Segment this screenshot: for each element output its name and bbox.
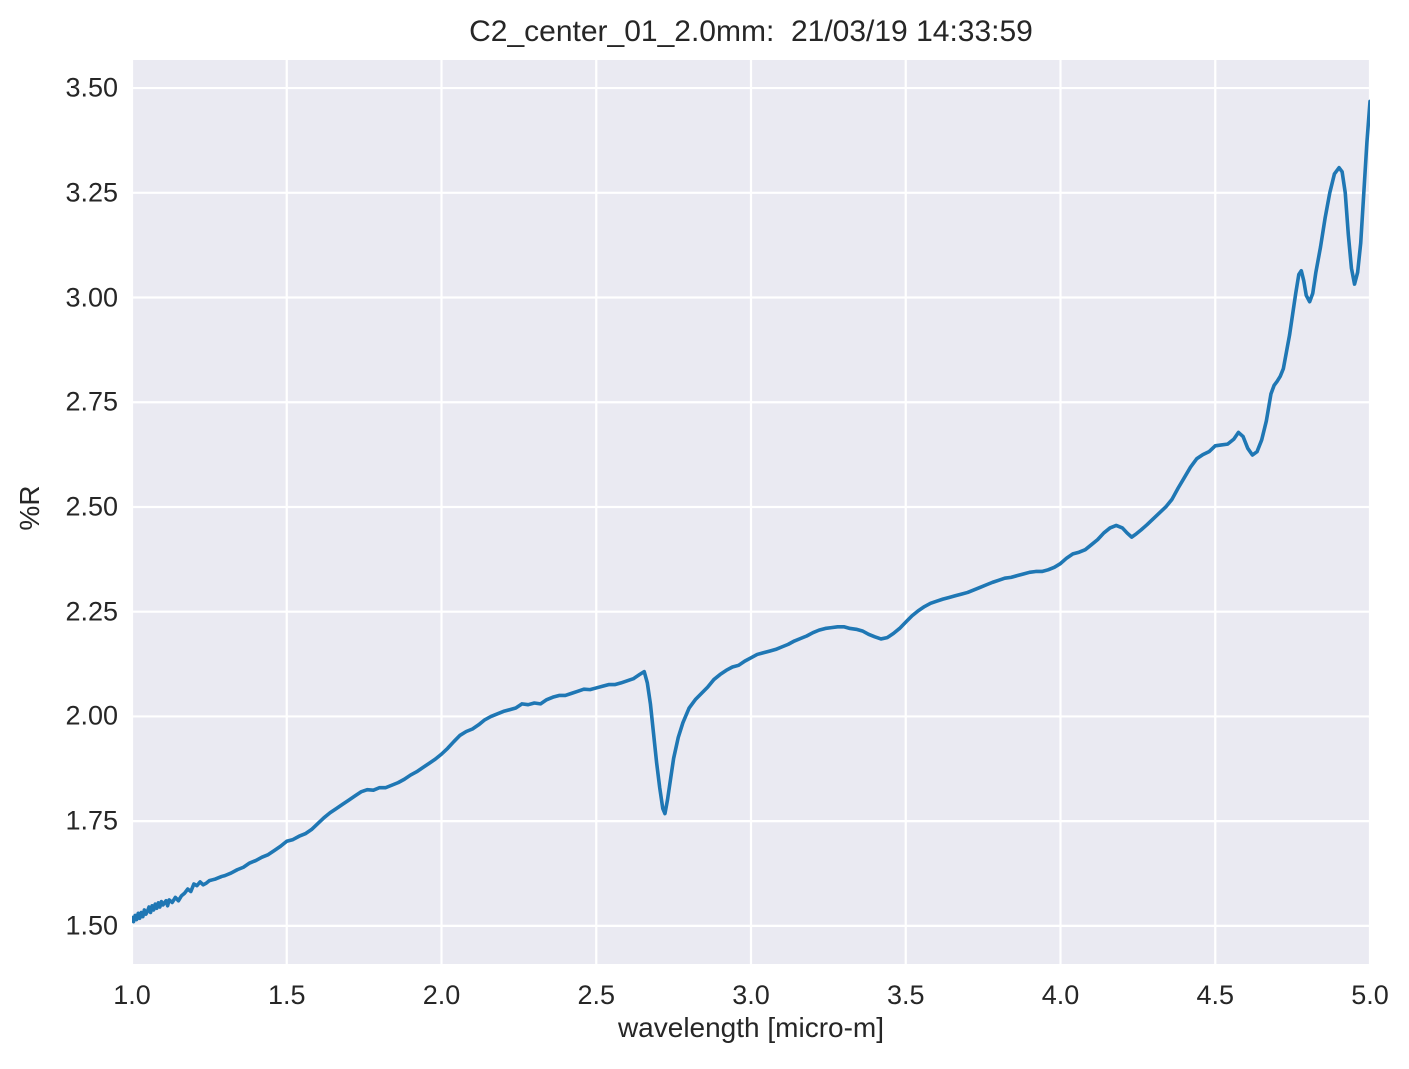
y-tick-label: 2.00 xyxy=(65,700,118,731)
chart-title: C2_center_01_2.0mm: 21/03/19 14:33:59 xyxy=(469,15,1033,48)
y-tick-label: 2.75 xyxy=(65,386,118,417)
y-axis-label: %R xyxy=(14,485,45,531)
y-tick-label: 2.50 xyxy=(65,491,118,522)
x-tick-label: 4.0 xyxy=(1041,980,1080,1010)
spectrum-line xyxy=(132,99,1370,924)
y-tick-label: 1.75 xyxy=(65,805,118,836)
x-tick-label: 2.5 xyxy=(577,980,616,1010)
x-tick-label: 1.0 xyxy=(113,980,151,1010)
x-tick-label: 3.5 xyxy=(886,980,925,1010)
x-tick-label: 5.0 xyxy=(1351,980,1389,1010)
x-tick-label: 2.0 xyxy=(422,980,461,1010)
x-axis-label: wavelength [micro-m] xyxy=(617,1012,885,1043)
x-tick-label: 1.5 xyxy=(267,980,306,1010)
y-tick-label: 2.25 xyxy=(65,596,118,627)
plot-area xyxy=(132,60,1370,964)
x-tick-label: 3.0 xyxy=(732,980,770,1010)
y-tick-label: 3.25 xyxy=(65,177,118,208)
y-tick-label: 1.50 xyxy=(65,910,118,941)
x-tick-label: 4.5 xyxy=(1196,980,1235,1010)
y-tick-label: 3.00 xyxy=(65,282,118,313)
y-tick-label: 3.50 xyxy=(65,72,118,103)
chart-canvas xyxy=(132,60,1370,964)
